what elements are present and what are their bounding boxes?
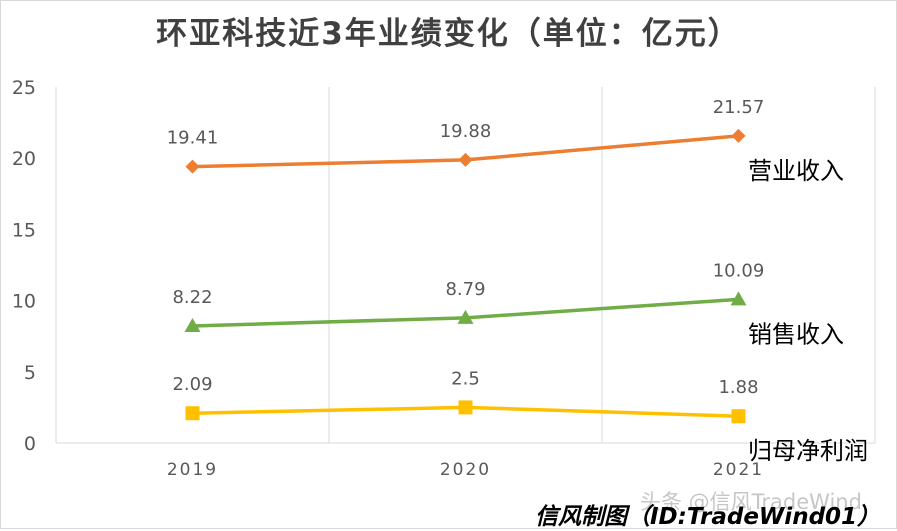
data-label: 1.88	[718, 377, 758, 398]
y-tick-label: 25	[12, 77, 36, 99]
data-label: 2.09	[172, 374, 212, 395]
data-point-triangle	[457, 309, 474, 324]
data-point-diamond	[458, 152, 473, 167]
watermark: 头条 @信风TradeWind	[640, 490, 862, 514]
series-label: 归母净利润	[748, 437, 868, 465]
y-tick-label: 5	[24, 362, 36, 384]
data-point-triangle	[730, 291, 747, 306]
data-point-triangle	[184, 317, 201, 332]
data-label: 19.88	[440, 121, 492, 142]
series-label: 销售收入	[748, 320, 844, 348]
data-label: 2.5	[451, 368, 480, 389]
y-tick-label: 15	[12, 219, 36, 241]
data-label: 8.22	[172, 287, 212, 308]
axes: 0 5 10 15 20 25 2019 2020 2021	[12, 77, 875, 480]
data-point-diamond	[185, 159, 200, 174]
footer-credit: 信风制图（ID:TradeWind01）	[535, 504, 881, 530]
data-point-square	[731, 409, 746, 424]
series	[184, 128, 747, 424]
x-tick-label: 2019	[167, 460, 218, 480]
x-tick-label: 2020	[440, 460, 491, 480]
data-label: 8.79	[445, 279, 485, 300]
data-label: 21.57	[713, 97, 765, 118]
y-tick-label: 10	[12, 291, 36, 313]
data-label: 19.41	[167, 128, 219, 149]
data-labels: 19.41 19.88 21.57 营业收入 8.22 8.79 10.09 销售收入 2.09…	[167, 97, 868, 465]
series-label: 营业收入	[748, 157, 844, 185]
data-point-diamond	[731, 128, 746, 143]
data-point-square	[185, 406, 200, 421]
x-tick-label: 2021	[713, 460, 764, 480]
chart-title: 环亚科技近3年业绩变化（单位：亿元）	[156, 16, 741, 52]
y-tick-label: 20	[12, 148, 36, 170]
data-point-square	[458, 400, 473, 415]
y-tick-label: 0	[24, 433, 36, 455]
data-label: 10.09	[713, 260, 765, 281]
